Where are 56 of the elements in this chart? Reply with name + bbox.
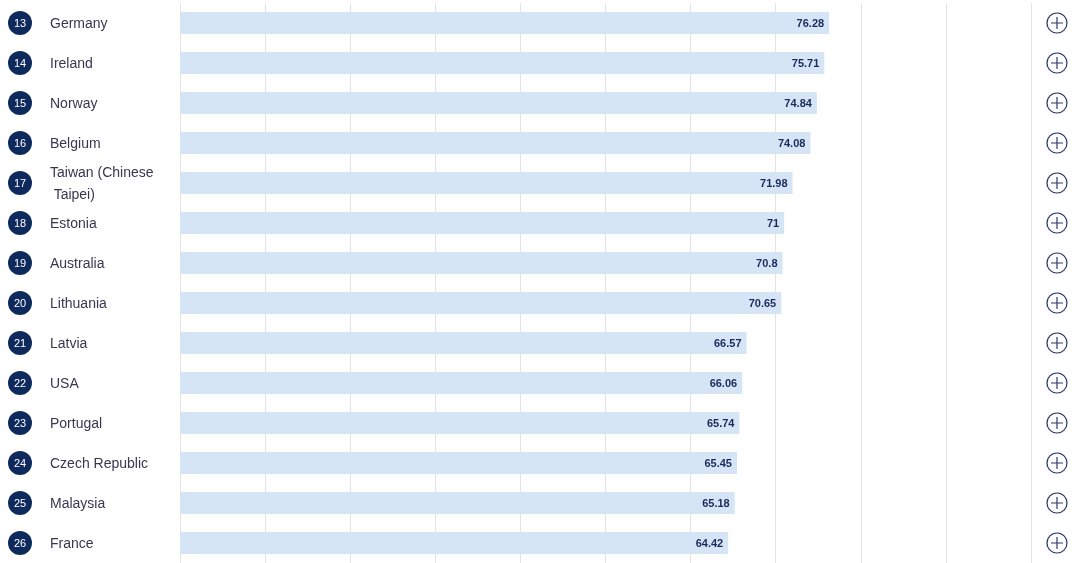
bar	[180, 412, 740, 434]
text: 13	[8, 11, 32, 35]
data-label: 70.65	[748, 297, 777, 309]
text: 20	[8, 291, 32, 315]
bar	[180, 292, 782, 314]
data-label: 74.84	[784, 97, 813, 109]
text: 24	[8, 451, 32, 475]
bar	[180, 492, 735, 514]
bar	[180, 332, 747, 354]
bar	[180, 172, 793, 194]
data-label: 71	[766, 217, 780, 229]
y-tick-label: Latvia	[50, 335, 88, 351]
bar	[180, 532, 729, 554]
y-tick-label: USA	[50, 375, 80, 391]
data-label: 65.18	[702, 497, 730, 509]
data-label: 65.45	[704, 457, 732, 469]
bar	[180, 12, 830, 34]
y-tick-label: Belgium	[50, 135, 101, 151]
data-label: 66.06	[709, 377, 738, 389]
bar	[180, 372, 743, 394]
bar	[180, 452, 737, 474]
data-label: 75.71	[791, 57, 820, 69]
text: 22	[8, 371, 32, 395]
y-tick-label: Estonia	[50, 215, 97, 231]
data-label: 65.74	[706, 417, 736, 429]
data-label: 76.28	[796, 17, 825, 29]
bar	[180, 52, 825, 74]
text: 16	[8, 131, 32, 155]
y-tick-label: Taiwan (Chinese Taipei)	[50, 164, 154, 202]
data-label: 70.8	[756, 257, 778, 269]
data-label: 71.98	[760, 177, 788, 189]
text: 21	[8, 331, 32, 355]
text: 26	[8, 531, 32, 555]
text: 17	[8, 171, 32, 195]
y-tick-label: Germany	[50, 15, 108, 31]
bar	[180, 132, 811, 154]
y-tick-label: Australia	[50, 255, 105, 271]
text: 15	[8, 91, 32, 115]
text: 25	[8, 491, 32, 515]
y-tick-label: Czech Republic	[50, 455, 149, 471]
y-tick-label: France	[50, 535, 94, 551]
text: 23	[8, 411, 32, 435]
data-label: 66.57	[713, 337, 742, 349]
data-label: 74.08	[777, 137, 806, 149]
bar	[180, 252, 783, 274]
text: 14	[8, 51, 32, 75]
y-tick-label: Lithuania	[50, 295, 108, 311]
text: 18	[8, 211, 32, 235]
bar	[180, 92, 817, 114]
y-tick-label: Ireland	[50, 55, 93, 71]
bar	[180, 212, 785, 234]
text: 19	[8, 251, 32, 275]
y-tick-label: Norway	[50, 95, 98, 111]
y-tick-label: Portugal	[50, 415, 103, 431]
data-label: 64.42	[695, 537, 724, 549]
y-tick-label: Malaysia	[50, 495, 106, 511]
